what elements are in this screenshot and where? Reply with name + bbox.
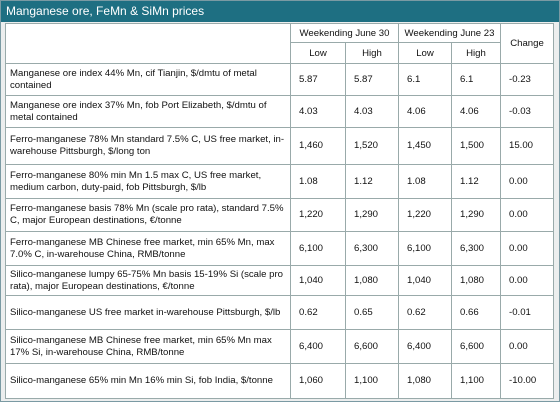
price-cell: 0.62	[398, 295, 452, 330]
price-cell: 6,100	[290, 231, 346, 266]
price-cell: 0.00	[500, 231, 554, 266]
product-cell: Ferro-manganese basis 78% Mn (scale pro …	[5, 198, 291, 232]
table-row: Ferro-manganese 80% min Mn 1.5 max C, US…	[5, 164, 554, 199]
price-cell: 0.00	[500, 198, 554, 232]
price-cell: 15.00	[500, 127, 554, 165]
price-cell: 0.00	[500, 164, 554, 199]
price-cell: 1,100	[345, 363, 399, 399]
price-table: Weekending June 30 Weekending June 23 Ch…	[5, 23, 554, 399]
price-cell: 1,220	[290, 198, 346, 232]
price-cell: 1.12	[345, 164, 399, 199]
price-cell: -0.01	[500, 295, 554, 330]
price-cell: 1,040	[398, 265, 452, 296]
price-cell: 6.1	[451, 63, 501, 96]
price-cell: 1,080	[345, 265, 399, 296]
price-cell: 1,290	[451, 198, 501, 232]
price-cell: 6,400	[398, 329, 452, 364]
price-cell: 1,040	[290, 265, 346, 296]
price-cell: 6,300	[345, 231, 399, 266]
product-cell: Silico-manganese lumpy 65-75% Mn basis 1…	[5, 265, 291, 296]
table-row: Silico-manganese US free market in-wareh…	[5, 295, 554, 330]
price-cell: 1.08	[290, 164, 346, 199]
price-cell: 1,080	[398, 363, 452, 399]
table-row: Ferro-manganese basis 78% Mn (scale pro …	[5, 198, 554, 232]
product-cell: Ferro-manganese 80% min Mn 1.5 max C, US…	[5, 164, 291, 199]
table-row: Manganese ore index 37% Mn, fob Port Eli…	[5, 95, 554, 128]
empty-header	[5, 23, 291, 64]
product-cell: Silico-manganese MB Chinese free market,…	[5, 329, 291, 364]
table-row: Silico-manganese 65% min Mn 16% min Si, …	[5, 363, 554, 399]
sub-header: Low	[290, 42, 346, 64]
price-cell: 4.03	[345, 95, 399, 128]
price-cell: 6,400	[290, 329, 346, 364]
table-row: Silico-manganese MB Chinese free market,…	[5, 329, 554, 364]
sub-header: High	[451, 42, 501, 64]
product-cell: Manganese ore index 44% Mn, cif Tianjin,…	[5, 63, 291, 96]
price-cell: 1.12	[451, 164, 501, 199]
sub-header: Low	[398, 42, 452, 64]
price-cell: -0.23	[500, 63, 554, 96]
price-cell: 1,460	[290, 127, 346, 165]
table-row: Manganese ore index 44% Mn, cif Tianjin,…	[5, 63, 554, 96]
product-cell: Ferro-manganese 78% Mn standard 7.5% C, …	[5, 127, 291, 165]
product-cell: Manganese ore index 37% Mn, fob Port Eli…	[5, 95, 291, 128]
price-cell: 1,520	[345, 127, 399, 165]
price-cell: 1,100	[451, 363, 501, 399]
price-cell: 1,220	[398, 198, 452, 232]
change-header: Change	[500, 23, 554, 64]
price-cell: 6,600	[451, 329, 501, 364]
price-cell: 4.06	[398, 95, 452, 128]
price-cell: 6,300	[451, 231, 501, 266]
price-cell: 1,290	[345, 198, 399, 232]
product-cell: Silico-manganese 65% min Mn 16% min Si, …	[5, 363, 291, 399]
product-cell: Silico-manganese US free market in-wareh…	[5, 295, 291, 330]
price-cell: 4.06	[451, 95, 501, 128]
price-cell: 0.62	[290, 295, 346, 330]
price-cell: 1,450	[398, 127, 452, 165]
price-cell: -0.03	[500, 95, 554, 128]
price-cell: 1,500	[451, 127, 501, 165]
period-header: Weekending June 23	[398, 23, 501, 43]
price-cell: 4.03	[290, 95, 346, 128]
price-cell: 6,100	[398, 231, 452, 266]
table-row: Silico-manganese lumpy 65-75% Mn basis 1…	[5, 265, 554, 296]
table-row: Ferro-manganese MB Chinese free market, …	[5, 231, 554, 266]
price-cell: 0.65	[345, 295, 399, 330]
price-cell: 0.00	[500, 265, 554, 296]
period-header: Weekending June 30	[290, 23, 399, 43]
price-cell: 1,060	[290, 363, 346, 399]
price-cell: 5.87	[345, 63, 399, 96]
price-cell: 6.1	[398, 63, 452, 96]
price-cell: 0.00	[500, 329, 554, 364]
sub-header: High	[345, 42, 399, 64]
product-cell: Ferro-manganese MB Chinese free market, …	[5, 231, 291, 266]
price-cell: 1.08	[398, 164, 452, 199]
table-title: Manganese ore, FeMn & SiMn prices	[1, 1, 559, 22]
price-cell: -10.00	[500, 363, 554, 399]
price-cell: 0.66	[451, 295, 501, 330]
price-cell: 1,080	[451, 265, 501, 296]
table-row: Ferro-manganese 78% Mn standard 7.5% C, …	[5, 127, 554, 165]
price-cell: 5.87	[290, 63, 346, 96]
price-cell: 6,600	[345, 329, 399, 364]
